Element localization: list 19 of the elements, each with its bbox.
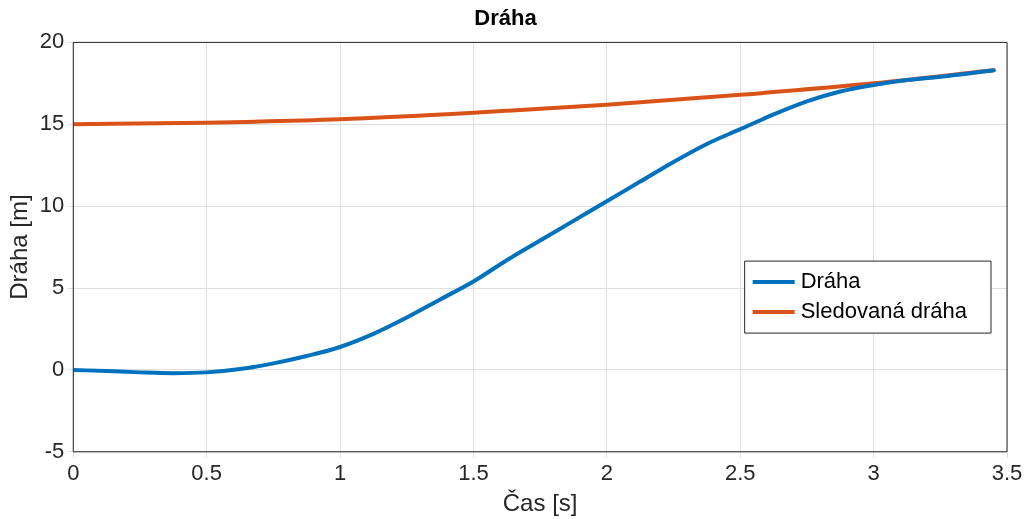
x-tick-label: 3 — [867, 460, 880, 486]
y-axis-title: Dráha [m] — [5, 194, 33, 300]
x-tick-label: 3.5 — [991, 460, 1023, 486]
x-tick-label: 2.5 — [724, 460, 756, 486]
chart-title: Dráha — [474, 5, 538, 31]
legend-label: Dráha — [800, 268, 862, 294]
y-tick-label: 15 — [39, 110, 65, 136]
line-series — [73, 68, 996, 376]
y-tick-label: 10 — [39, 192, 65, 218]
x-tick-label: 1 — [333, 460, 347, 486]
x-tick-label: 0.5 — [191, 460, 222, 486]
x-tick-label: 1.5 — [458, 460, 489, 486]
y-tick-label: 0 — [52, 355, 65, 381]
y-tick-label: 20 — [39, 28, 65, 54]
x-axis-title: Čas [s] — [502, 489, 578, 517]
y-tick-label: 5 — [52, 274, 65, 300]
legend-label: Sledovaná dráha — [800, 298, 968, 324]
x-tick-label: 2 — [600, 460, 613, 486]
y-tick-label: -5 — [44, 437, 65, 463]
